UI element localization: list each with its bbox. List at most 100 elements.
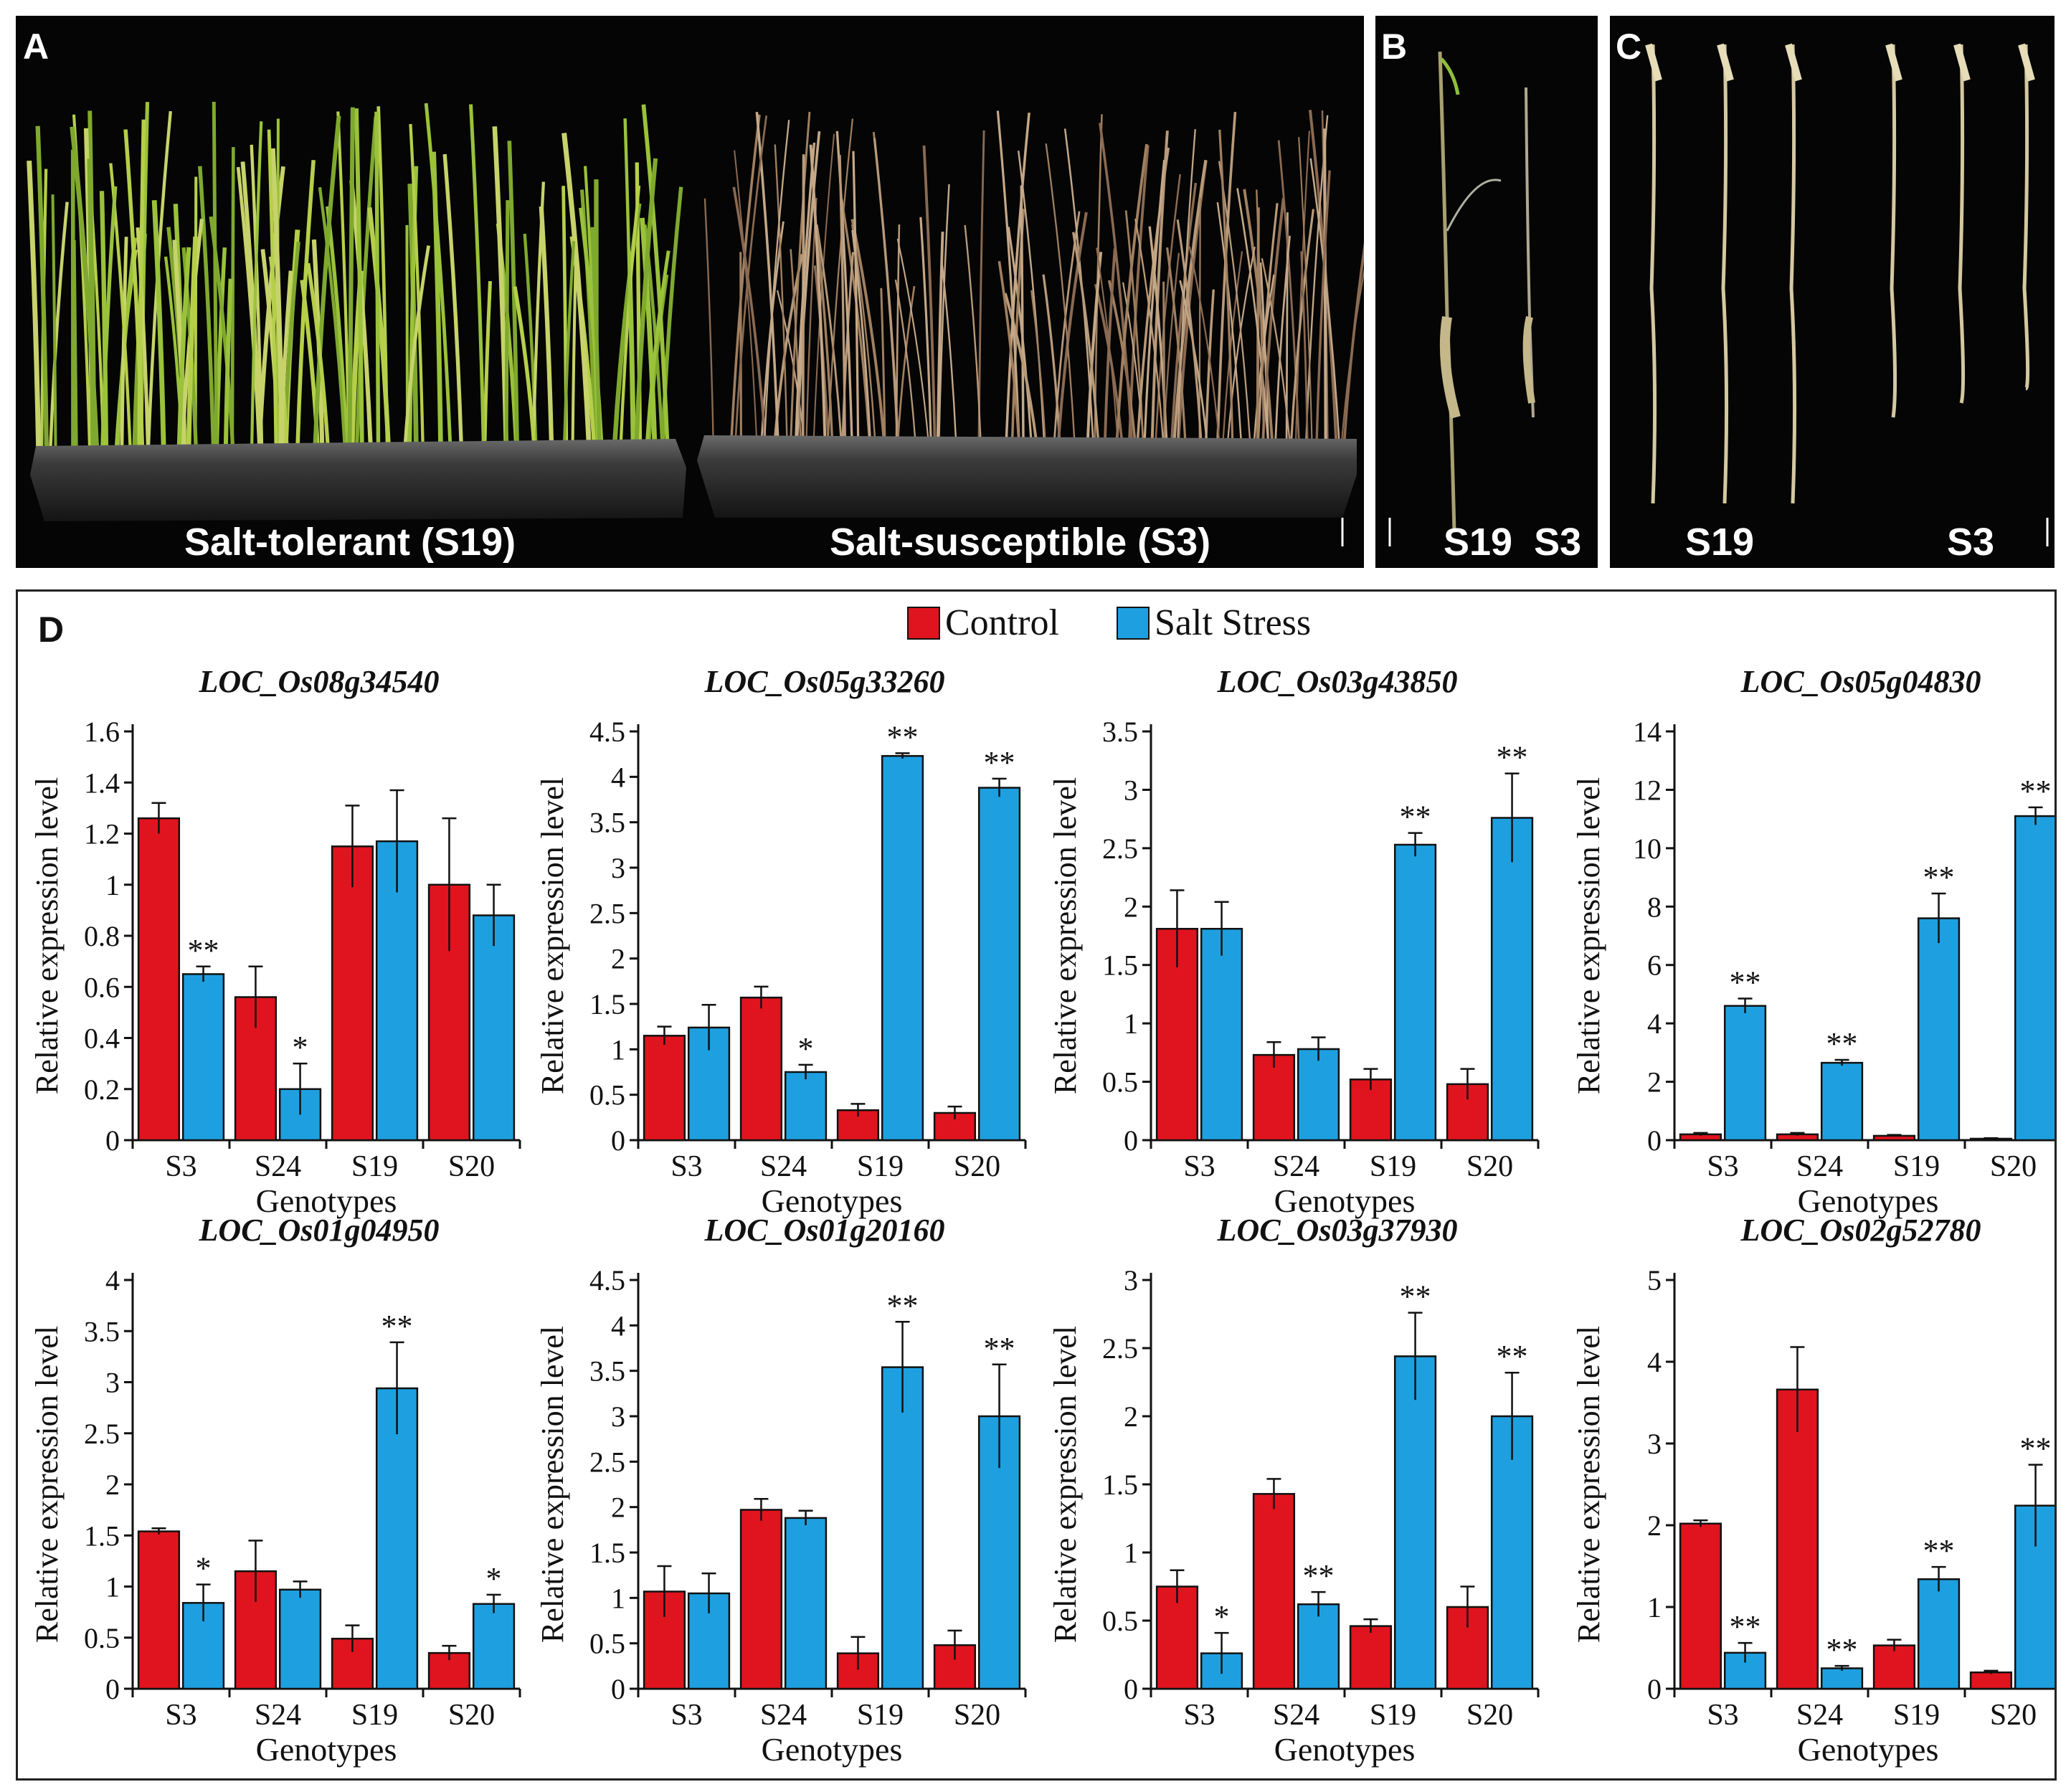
grass-blade bbox=[270, 148, 285, 447]
y-tick-label: 1.5 bbox=[589, 988, 625, 1020]
grass-blade bbox=[212, 101, 219, 447]
root-crown bbox=[1717, 43, 1734, 82]
root-strand bbox=[1721, 44, 1729, 504]
legend: Control Salt Stress bbox=[907, 602, 1311, 643]
chart-title: LOC_Os05g04830 bbox=[1740, 664, 1981, 699]
wilted-blade bbox=[840, 199, 871, 443]
x-axis-label: Genotypes bbox=[762, 1731, 903, 1768]
grass-blade bbox=[250, 121, 263, 447]
chart-LOC_Os02g52780: LOC_Os02g52780 0 1 2 3 4 5 Relative expression … bbox=[1571, 1213, 2055, 1768]
y-tick-label: 4 bbox=[1647, 1346, 1662, 1378]
grass-blade bbox=[306, 262, 330, 447]
y-tick-label: 3.5 bbox=[84, 1315, 120, 1347]
x-tick-label: S3 bbox=[165, 1150, 196, 1183]
y-tick-label: 1.4 bbox=[84, 767, 120, 799]
bar-salt-stress-S24 bbox=[1820, 1667, 1864, 1690]
y-tick-label: 2 bbox=[1647, 1509, 1662, 1542]
bar-control-S19 bbox=[1349, 1625, 1393, 1690]
y-axis-label: Relative expression level bbox=[535, 777, 570, 1094]
y-tick-label: 0.5 bbox=[1102, 1605, 1138, 1637]
wilted-blade bbox=[1277, 140, 1300, 443]
grass-blade bbox=[403, 245, 430, 447]
wilted-blade bbox=[1256, 189, 1265, 443]
y-tick-label: 1.2 bbox=[84, 818, 120, 850]
right-tray bbox=[697, 435, 1357, 518]
y-tick-label: 0.5 bbox=[1102, 1066, 1138, 1099]
chart-LOC_Os03g43850: LOC_Os03g43850 0 0.5 1 1.5 2 2.5 3 3.5 Relative e… bbox=[1048, 664, 1540, 1219]
bar-control-S3 bbox=[137, 817, 181, 1142]
y-axis-label: Relative expression level bbox=[1571, 777, 1606, 1094]
grass-blade bbox=[619, 185, 641, 447]
wilted-blade bbox=[1099, 123, 1134, 443]
wilted-blade bbox=[977, 130, 985, 443]
x-tick-label: S24 bbox=[1796, 1150, 1843, 1183]
y-tick-label: 1 bbox=[1124, 1008, 1138, 1040]
y-tick-label: 0 bbox=[1124, 1673, 1138, 1705]
bar-control-S24 bbox=[739, 1509, 783, 1690]
grass-blade bbox=[355, 116, 378, 447]
bar-control-S19 bbox=[1349, 1078, 1393, 1142]
y-tick-label: 2.5 bbox=[589, 1446, 625, 1478]
significance-mark: ** bbox=[1730, 965, 1761, 1000]
green-seedlings bbox=[27, 101, 683, 447]
wilted-blade bbox=[1124, 210, 1144, 443]
root-samples-illustration: C S19 S3 bbox=[1616, 27, 2049, 564]
bar-salt-stress-S24 bbox=[784, 1071, 828, 1142]
wilted-blade bbox=[1162, 281, 1166, 443]
chart-title: LOC_Os03g43850 bbox=[1217, 664, 1458, 699]
y-tick-label: 3.5 bbox=[1102, 716, 1138, 748]
y-tick-label: 3.5 bbox=[589, 807, 625, 839]
y-tick-label: 2 bbox=[611, 1492, 625, 1524]
wilted-blade bbox=[1259, 262, 1269, 443]
root-crown bbox=[1645, 43, 1662, 82]
wilted-blade bbox=[703, 198, 714, 443]
significance-mark: ** bbox=[2020, 774, 2052, 809]
bar-salt-stress-S24 bbox=[784, 1517, 828, 1690]
grass-blade bbox=[590, 227, 602, 447]
wilted-blade bbox=[774, 144, 788, 443]
wilted-blade bbox=[1170, 182, 1198, 443]
y-tick-label: 14 bbox=[1633, 716, 1662, 748]
wilted-blade bbox=[851, 229, 872, 443]
y-tick-label: 3.5 bbox=[589, 1355, 625, 1388]
root-strand bbox=[1890, 44, 1897, 418]
panel-letter-a: A bbox=[23, 27, 49, 67]
grass-blade bbox=[561, 133, 592, 447]
leaf-s19-b bbox=[1446, 179, 1502, 232]
root-crown bbox=[2018, 43, 2035, 82]
x-tick-label: S3 bbox=[1707, 1150, 1738, 1183]
y-tick-label: 8 bbox=[1647, 891, 1662, 923]
wilted-blade bbox=[919, 217, 932, 443]
photo-panel-b: B S19 S3 bbox=[1375, 16, 1598, 568]
x-tick-label: S20 bbox=[1466, 1150, 1513, 1183]
grass-blade bbox=[623, 118, 635, 447]
y-tick-label: 0 bbox=[1647, 1673, 1662, 1705]
wilted-blade bbox=[1042, 274, 1061, 443]
x-axis-label: Genotypes bbox=[1274, 1182, 1416, 1219]
bar-control-S24 bbox=[1252, 1053, 1296, 1142]
wilted-blade bbox=[1204, 289, 1215, 443]
chart-title: LOC_Os03g37930 bbox=[1217, 1213, 1458, 1248]
y-tick-label: 0 bbox=[611, 1124, 625, 1157]
y-tick-label: 5 bbox=[1647, 1264, 1662, 1296]
grass-blade bbox=[513, 286, 536, 447]
grass-blade bbox=[634, 158, 658, 447]
grass-blade bbox=[442, 153, 463, 447]
significance-mark: ** bbox=[1400, 1279, 1431, 1314]
bar-salt-stress-S24 bbox=[1820, 1061, 1864, 1142]
y-tick-label: 0.5 bbox=[84, 1622, 120, 1654]
wilted-blade bbox=[1294, 131, 1310, 443]
grass-blade bbox=[51, 194, 57, 447]
grass-blade bbox=[409, 123, 425, 447]
grass-blade bbox=[186, 236, 198, 447]
x-tick-label: S3 bbox=[1183, 1150, 1215, 1183]
wilted-blade bbox=[1289, 209, 1315, 443]
grass-blade bbox=[223, 278, 233, 447]
bar-control-S24 bbox=[234, 1570, 278, 1690]
bar-salt-stress-S19 bbox=[1393, 843, 1437, 1142]
y-tick-label: 4 bbox=[611, 761, 625, 793]
y-tick-label: 2.5 bbox=[84, 1418, 120, 1450]
wilted-blade bbox=[1218, 161, 1251, 443]
grass-blade bbox=[424, 103, 452, 447]
x-tick-label: S19 bbox=[1893, 1150, 1940, 1183]
